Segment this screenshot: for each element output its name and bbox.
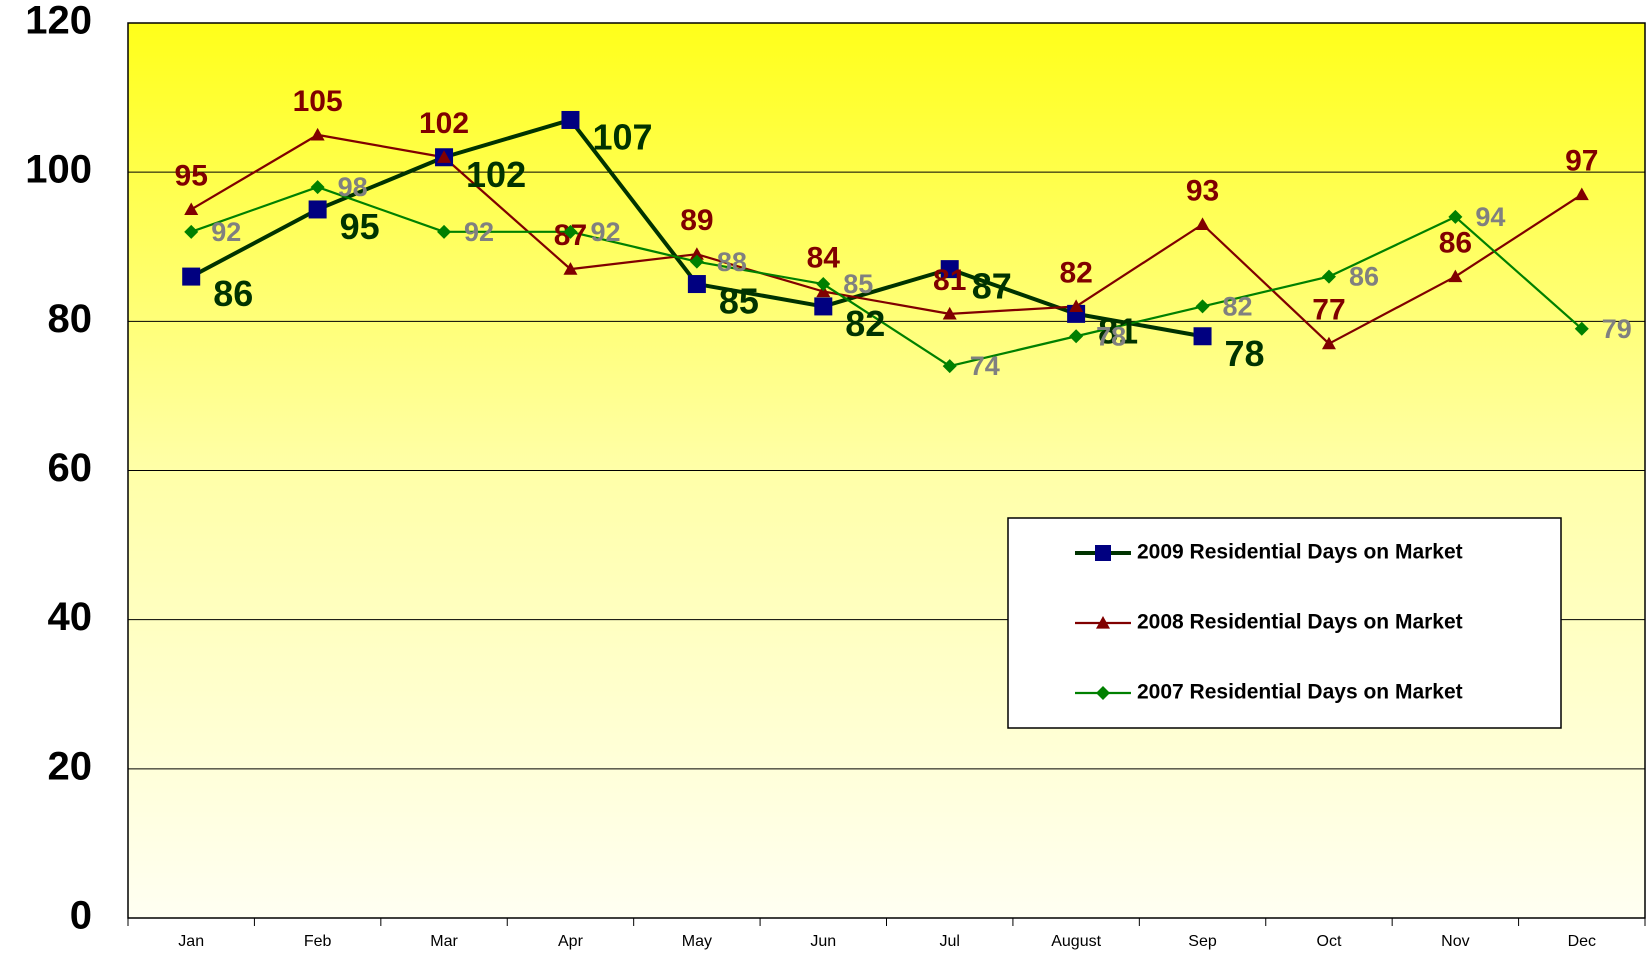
x-tick-label: May (682, 933, 712, 950)
series-line (190, 185, 1583, 368)
data-label: 89 (680, 204, 713, 237)
x-tick-label: Jul (939, 933, 959, 950)
marker (563, 224, 578, 239)
data-label: 94 (1475, 202, 1505, 232)
data-label: 86 (1439, 227, 1472, 260)
x-tick-label: Apr (558, 933, 584, 950)
marker (561, 110, 580, 129)
x-tick-label: Feb (304, 933, 332, 950)
marker (689, 247, 704, 260)
marker (687, 275, 706, 294)
marker (942, 359, 957, 374)
data-label: 107 (592, 116, 652, 157)
marker (437, 150, 452, 163)
data-label: 79 (1602, 314, 1632, 344)
y-tick-label: 120 (25, 0, 92, 43)
data-label: 88 (717, 247, 747, 277)
data-label: 85 (719, 281, 759, 322)
data-label: 102 (466, 154, 526, 195)
data-label: 92 (464, 217, 494, 247)
data-label: 78 (1096, 321, 1126, 351)
data-label: 81 (1098, 310, 1138, 351)
marker (563, 262, 578, 275)
x-tick-label: Oct (1317, 933, 1342, 950)
marker (940, 260, 959, 279)
data-label: 93 (1186, 174, 1219, 207)
data-label: 82 (845, 303, 885, 344)
y-tick-label: 20 (48, 744, 93, 788)
y-tick-label: 40 (48, 595, 93, 639)
marker (1448, 269, 1463, 283)
series-line (190, 133, 1583, 345)
marker (184, 202, 199, 216)
marker (1193, 327, 1212, 346)
x-tick-label: Sep (1188, 933, 1217, 950)
marker (1574, 321, 1589, 336)
marker (310, 127, 325, 141)
legend-label: 2009 Residential Days on Market (1137, 541, 1463, 564)
data-label: 92 (211, 217, 241, 247)
x-tick-label: Mar (430, 933, 458, 950)
data-label: 86 (213, 273, 253, 314)
data-label: 82 (1059, 256, 1092, 289)
marker (689, 254, 704, 269)
legend-label: 2007 Residential Days on Market (1137, 681, 1463, 704)
data-label: 77 (1312, 294, 1345, 327)
marker (1195, 299, 1210, 314)
marker (308, 200, 327, 219)
marker (182, 267, 201, 286)
legend-marker (1095, 545, 1111, 561)
marker (1574, 187, 1589, 201)
y-tick-label: 80 (48, 297, 93, 341)
y-tick-label: 100 (25, 148, 92, 192)
marker (1195, 217, 1210, 230)
x-tick-label: Dec (1568, 933, 1596, 950)
marker (1321, 336, 1336, 350)
marker (437, 224, 452, 239)
data-label: 86 (1349, 262, 1379, 292)
marker (816, 277, 831, 292)
y-tick-label: 0 (70, 894, 92, 938)
marker (1448, 209, 1463, 224)
x-tick-label: Jun (810, 933, 836, 950)
data-label: 85 (843, 269, 873, 299)
y-tick-label: 60 (48, 446, 93, 490)
data-label: 95 (340, 206, 380, 247)
data-label: 97 (1565, 144, 1598, 177)
x-tick-label: Nov (1441, 933, 1469, 950)
data-label: 81 (933, 264, 966, 297)
marker (184, 224, 199, 239)
marker (814, 297, 833, 316)
marker (1321, 269, 1336, 284)
marker (310, 180, 325, 195)
x-tick-label: August (1051, 933, 1101, 950)
data-label: 84 (807, 241, 841, 274)
data-label: 82 (1223, 292, 1253, 322)
marker (1069, 299, 1084, 313)
legend-marker (1096, 616, 1110, 629)
data-label: 105 (293, 85, 343, 118)
data-label: 98 (338, 172, 368, 202)
data-label: 92 (590, 217, 620, 247)
data-label: 87 (972, 266, 1012, 307)
marker (1069, 329, 1084, 344)
legend-marker (1096, 686, 1110, 700)
marker (942, 306, 957, 320)
data-label: 95 (175, 159, 208, 192)
data-label: 78 (1225, 333, 1265, 374)
legend-label: 2008 Residential Days on Market (1137, 611, 1463, 634)
data-label: 102 (419, 107, 469, 140)
data-label: 74 (970, 351, 1000, 381)
x-tick-label: Jan (178, 933, 204, 950)
